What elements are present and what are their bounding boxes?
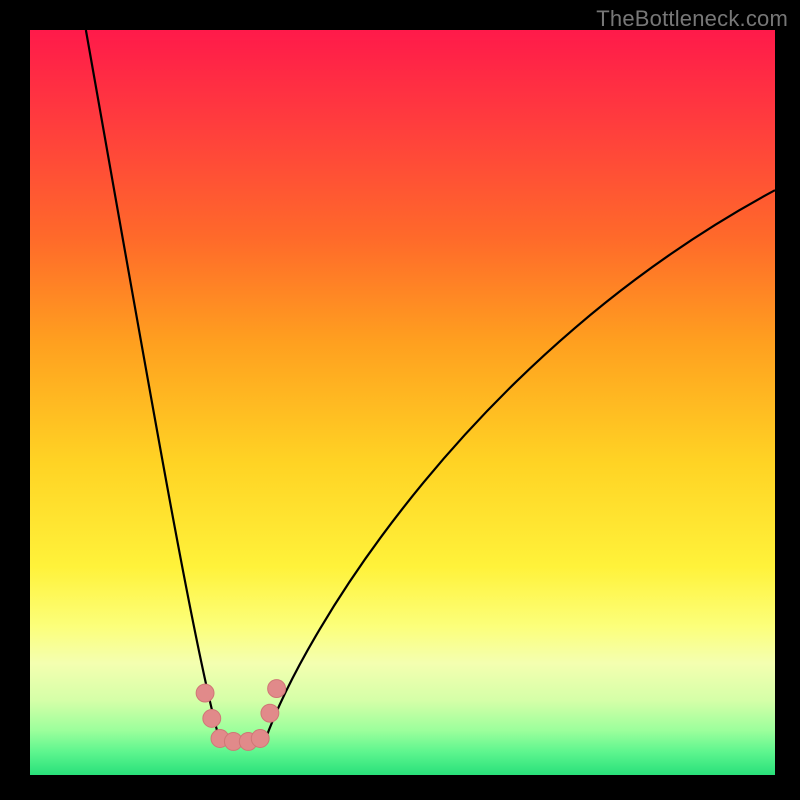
plot-area bbox=[30, 30, 775, 775]
curve-marker bbox=[268, 680, 286, 698]
bottleneck-curve bbox=[86, 30, 775, 744]
curve-marker bbox=[251, 730, 269, 748]
curve-markers bbox=[196, 680, 285, 751]
curve-layer bbox=[30, 30, 775, 775]
curve-marker bbox=[203, 709, 221, 727]
watermark-text: TheBottleneck.com bbox=[596, 6, 788, 32]
curve-marker bbox=[261, 704, 279, 722]
curve-marker bbox=[196, 684, 214, 702]
